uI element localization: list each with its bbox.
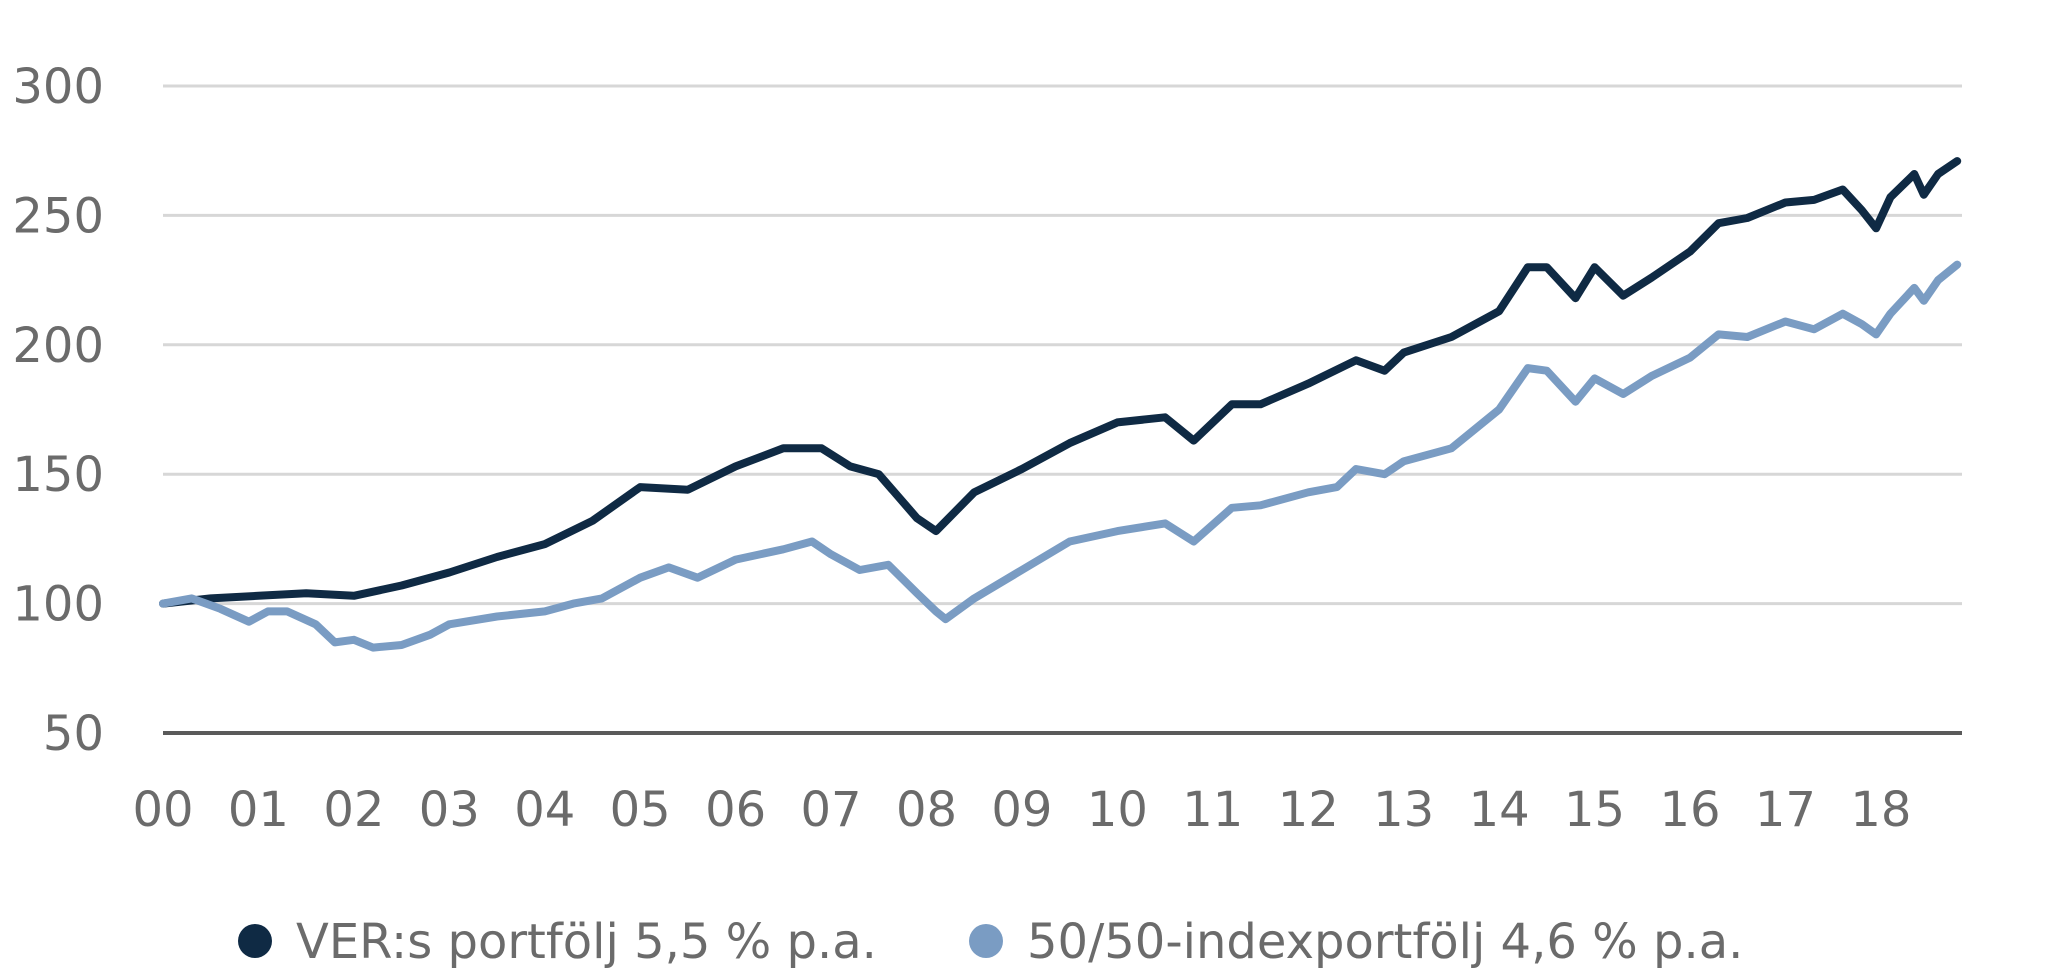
x-tick-label-01: 01	[228, 782, 289, 838]
legend-label-index-portfolio: 50/50-indexportfölj 4,6 % p.a.	[1027, 914, 1743, 970]
x-tick-label-17: 17	[1755, 782, 1816, 838]
x-tick-label-06: 06	[705, 782, 766, 838]
y-tick-label-200: 200	[12, 318, 104, 374]
legend-marker-ver-portfolio	[238, 924, 272, 958]
series-lines	[159, 157, 1962, 652]
x-tick-label-12: 12	[1278, 782, 1339, 838]
x-tick-label-02: 02	[323, 782, 384, 838]
x-tick-label-13: 13	[1373, 782, 1434, 838]
y-axis-ticks: 50 100 150 200 250 300	[12, 59, 104, 762]
x-tick-label-10: 10	[1087, 782, 1148, 838]
x-tick-label-08: 08	[896, 782, 957, 838]
x-tick-label-04: 04	[514, 782, 575, 838]
legend-label-ver-portfolio: VER:s portfölj 5,5 % p.a.	[296, 914, 877, 970]
x-tick-label-09: 09	[991, 782, 1052, 838]
legend-marker-index-portfolio	[969, 924, 1003, 958]
x-tick-label-14: 14	[1469, 782, 1530, 838]
grid	[163, 84, 1962, 735]
y-tick-label-300: 300	[12, 59, 104, 115]
x-tick-label-16: 16	[1659, 782, 1720, 838]
y-tick-label-250: 250	[12, 188, 104, 244]
x-tick-label-11: 11	[1182, 782, 1243, 838]
x-tick-label-18: 18	[1850, 782, 1911, 838]
y-tick-label-150: 150	[12, 447, 104, 503]
x-axis-ticks: 00 01 02 03 04 05 06 07 08 09 10 11 12 13 14 15 16 17 18	[132, 782, 1911, 838]
x-tick-label-00: 00	[132, 782, 193, 838]
x-tick-label-03: 03	[419, 782, 480, 838]
x-tick-label-15: 15	[1564, 782, 1625, 838]
series-line-index-portfolio	[159, 260, 1962, 652]
y-tick-label-50: 50	[43, 706, 104, 762]
x-tick-label-07: 07	[801, 782, 862, 838]
legend: VER:s portfölj 5,5 % p.a. 50/50-indexpor…	[238, 914, 1743, 970]
y-tick-label-100: 100	[12, 577, 104, 633]
series-line-ver-portfolio	[159, 157, 1962, 608]
x-tick-label-05: 05	[610, 782, 671, 838]
